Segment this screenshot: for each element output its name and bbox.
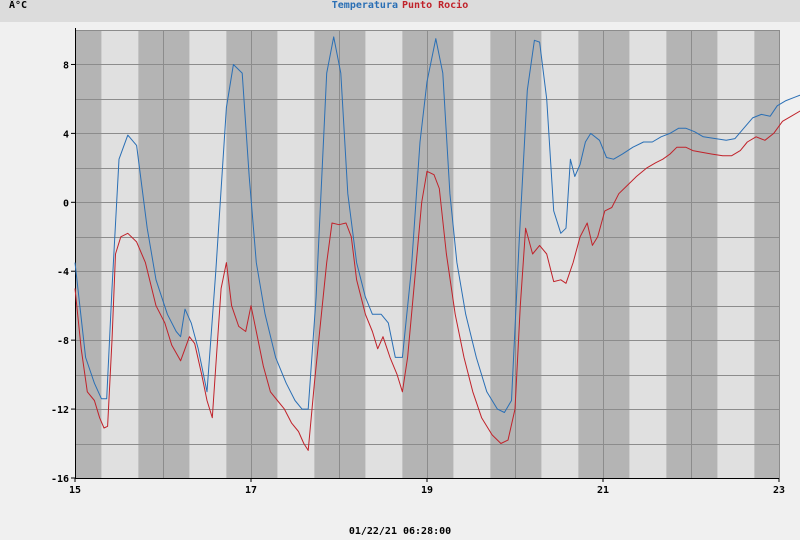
x-tick-label: 19 [421,485,433,496]
unit-label: Â°C [9,0,28,11]
x-tick-label: 15 [69,485,81,496]
x-tick-label: 23 [773,485,785,496]
series-line-1 [74,110,800,451]
chart-header [0,0,800,22]
y-tick-label: 0 [63,198,69,209]
x-tick-label: 21 [597,485,609,496]
x-tick-label: 17 [245,485,257,496]
y-tick-label: -12 [51,405,69,416]
night-band [754,30,779,478]
y-tick-label: -4 [57,267,69,278]
legend-punto-rocio: Punto Rocio [402,0,469,11]
y-tick-label: 4 [63,129,69,140]
timestamp: 01/22/21 06:28:00 [348,526,452,537]
night-band [75,30,102,478]
y-tick-label: -8 [57,336,69,347]
y-tick-label: -16 [51,474,69,485]
series-line-0 [74,36,800,413]
y-tick-label: 8 [63,60,69,71]
legend-temperatura: Temperatura [331,0,398,11]
legend: Temperatura Punto Rocio [0,0,800,11]
